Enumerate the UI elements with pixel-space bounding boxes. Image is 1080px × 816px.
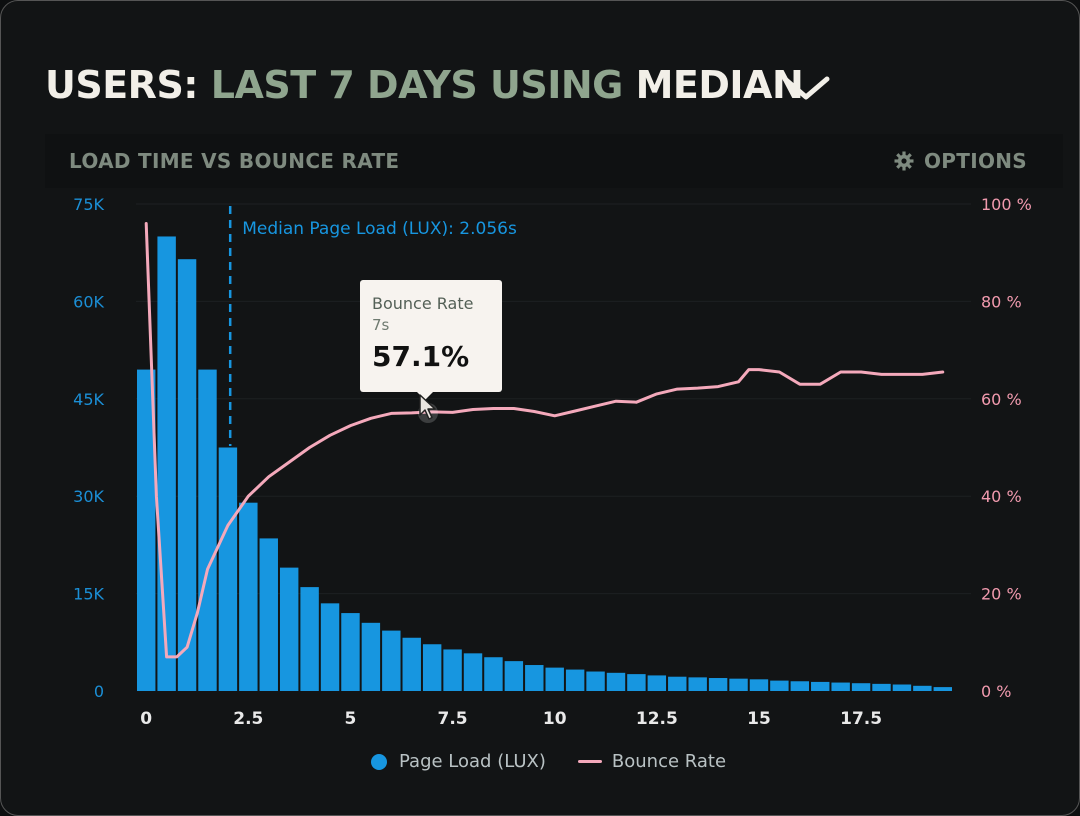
bar (933, 687, 952, 691)
bar (504, 661, 524, 691)
bar (259, 538, 278, 691)
bar (177, 259, 197, 691)
y-left-tick-label: 0 (94, 682, 104, 701)
bar (300, 587, 319, 691)
bar (422, 644, 442, 691)
y-left-tick-label: 15K (73, 585, 104, 604)
chevron-down-icon[interactable] (781, 73, 831, 103)
bar (361, 622, 381, 691)
bar (341, 613, 360, 691)
x-axis: 0 2.5 5 7.5 10 12.5 15 17.5 (140, 709, 882, 729)
legend-label-bounce-rate[interactable]: Bounce Rate (611, 751, 727, 772)
legend-swatch-page-load (371, 753, 387, 770)
bar (484, 657, 503, 691)
y-right-tick-label: 60 % (981, 390, 1022, 409)
y-right-tick-label: 0 % (981, 682, 1011, 701)
median-label: Median Page Load (LUX): 2.056s (242, 219, 517, 239)
line-bounce-rate (144, 222, 945, 659)
x-tick-label: 2.5 (233, 709, 263, 729)
x-tick-label: 17.5 (840, 709, 882, 729)
panel-title: LOAD TIME VS BOUNCE RATE (69, 149, 400, 173)
title-range[interactable]: LAST 7 DAYS (210, 63, 478, 107)
bar (688, 677, 707, 691)
bar (545, 667, 564, 691)
title-aggregation[interactable]: MEDIAN (635, 63, 804, 107)
y-left-tick-label: 45K (73, 390, 104, 409)
bar (443, 649, 462, 691)
tooltip-value: 57.1% (372, 340, 470, 373)
gridlines (136, 203, 971, 595)
tooltip-arrow (415, 390, 435, 400)
y-left-tick-label: 60K (73, 292, 104, 311)
bar (831, 682, 850, 691)
median-annotation: Median Page Load (LUX): 2.056s (228, 206, 517, 446)
bar (729, 678, 748, 691)
legend-swatch-bounce-rate (577, 760, 602, 763)
x-tick-label: 15 (747, 709, 771, 729)
bar (606, 672, 626, 691)
bar (279, 567, 299, 691)
y-left-tick-label: 30K (73, 487, 104, 506)
y-right-tick-label: 100 % (981, 195, 1032, 214)
bar (382, 630, 401, 691)
bar (239, 502, 258, 691)
bar (525, 665, 544, 691)
bar (627, 674, 646, 691)
x-tick-label: 10 (543, 709, 567, 729)
title-using: USING (490, 63, 623, 107)
bar (749, 679, 769, 691)
bar (402, 637, 421, 691)
bars-page-load (137, 236, 952, 691)
y-right-tick-label: 40 % (981, 487, 1022, 506)
bar (198, 369, 217, 691)
legend-label-page-load[interactable]: Page Load (LUX) (399, 751, 546, 772)
title-users: USERS: (45, 63, 199, 107)
bar (668, 676, 687, 691)
bar (137, 369, 156, 691)
bar (320, 603, 340, 691)
bar (913, 685, 932, 691)
bar (892, 684, 912, 691)
y-right-tick-label: 80 % (981, 292, 1022, 311)
y-left-tick-label: 75K (73, 195, 104, 214)
bar (811, 681, 830, 691)
bar (586, 671, 605, 691)
bar (790, 681, 810, 691)
tooltip: Bounce Rate 7s 57.1% (360, 280, 502, 392)
x-tick-label: 5 (345, 709, 357, 729)
series-line (144, 222, 945, 659)
tooltip-title: Bounce Rate (372, 294, 474, 313)
tooltip-x: 7s (372, 316, 390, 334)
right-axis: 0 % 20 % 40 % 60 % 80 % 100 % (981, 195, 1032, 701)
bar (218, 447, 238, 691)
bar (647, 675, 667, 691)
x-tick-label: 0 (140, 709, 152, 729)
panel-header: LOAD TIME VS BOUNCE RATE OPTIONS (45, 134, 1063, 188)
options-button[interactable]: OPTIONS (894, 149, 1027, 173)
bar (872, 683, 891, 691)
bar (565, 669, 585, 691)
gear-icon (894, 151, 914, 171)
bar (157, 236, 176, 691)
x-tick-label: 7.5 (438, 709, 468, 729)
options-label: OPTIONS (924, 149, 1027, 173)
left-axis: 0 15K 30K 45K 60K 75K (73, 195, 104, 701)
bar (770, 680, 789, 691)
mouse-pointer-icon (418, 394, 438, 423)
bar (851, 683, 871, 691)
legend: Page Load (LUX) Bounce Rate (371, 751, 726, 772)
x-tick-label: 12.5 (636, 709, 678, 729)
page-title: USERS: LAST 7 DAYS USING MEDIAN (45, 63, 804, 107)
bar (463, 653, 483, 691)
y-right-tick-label: 20 % (981, 585, 1022, 604)
bar (708, 678, 728, 691)
